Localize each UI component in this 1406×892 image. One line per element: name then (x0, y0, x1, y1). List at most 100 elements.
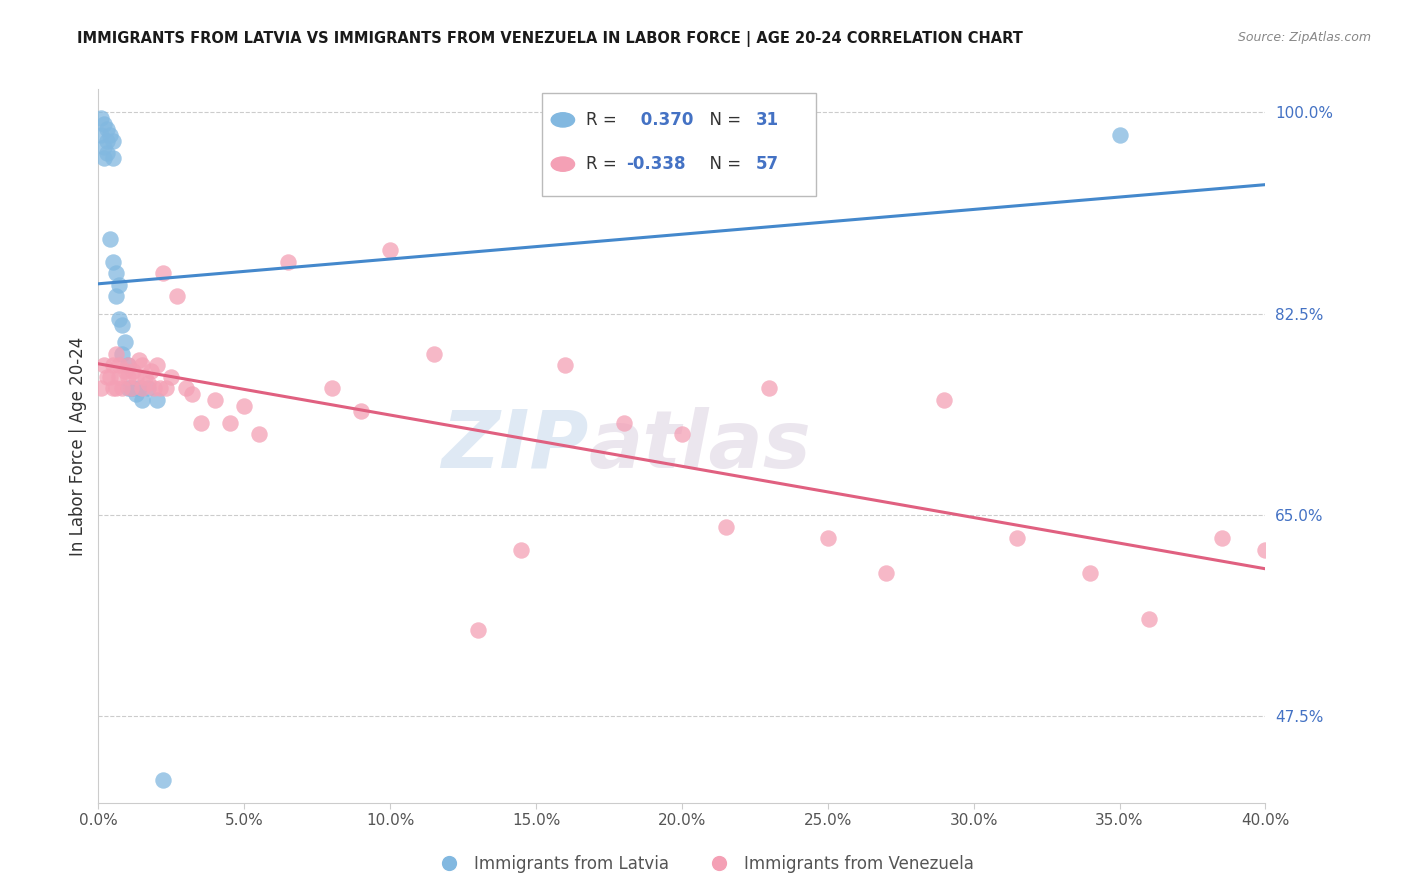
Point (117, 359, 139, 373)
Text: Source: ZipAtlas.com: Source: ZipAtlas.com (1237, 31, 1371, 45)
Point (467, 623, 489, 637)
Legend: Immigrants from Latvia, Immigrants from Venezuela: Immigrants from Latvia, Immigrants from … (426, 848, 980, 880)
Point (98, 128, 121, 143)
Text: 57: 57 (755, 155, 779, 173)
Point (120, 381, 142, 395)
Point (139, 364, 162, 378)
Point (510, 542, 533, 557)
Point (122, 364, 145, 378)
Text: 0.370: 0.370 (636, 111, 693, 128)
Point (117, 370, 139, 384)
Point (125, 370, 148, 384)
Point (104, 381, 127, 395)
Point (90, 128, 112, 143)
Point (146, 392, 169, 407)
Point (321, 381, 343, 395)
Point (93, 359, 115, 373)
Point (101, 255, 124, 269)
Point (1007, 531, 1029, 545)
Point (350, 404, 373, 418)
Point (90, 111, 112, 125)
Point (128, 381, 150, 395)
Point (111, 381, 134, 395)
Text: R =: R = (586, 111, 623, 128)
Circle shape (551, 112, 575, 127)
Point (190, 416, 212, 430)
Point (108, 359, 131, 373)
Point (817, 531, 839, 545)
Point (146, 359, 169, 373)
Point (1137, 612, 1160, 626)
Point (136, 381, 159, 395)
Point (934, 392, 956, 407)
Point (93, 151, 115, 165)
Point (174, 381, 197, 395)
Point (134, 370, 156, 384)
Point (131, 359, 153, 373)
Point (117, 381, 139, 395)
Point (98, 370, 121, 384)
Point (247, 427, 270, 442)
Point (180, 387, 202, 401)
Point (612, 416, 634, 430)
Text: IMMIGRANTS FROM LATVIA VS IMMIGRANTS FROM VENEZUELA IN LABOR FORCE | AGE 20-24 C: IMMIGRANTS FROM LATVIA VS IMMIGRANTS FRO… (77, 31, 1024, 47)
Point (554, 359, 576, 373)
Point (96, 145, 118, 160)
Point (96, 134, 118, 148)
Point (714, 519, 737, 533)
Point (108, 312, 131, 326)
Text: atlas: atlas (589, 407, 811, 485)
Point (1254, 542, 1277, 557)
Point (277, 255, 299, 269)
Point (98, 232, 121, 246)
Point (101, 151, 124, 165)
Text: N =: N = (699, 111, 747, 128)
Text: ZIP: ZIP (441, 407, 589, 485)
Point (93, 140, 115, 154)
Point (125, 387, 148, 401)
Point (380, 244, 402, 258)
Point (758, 381, 780, 395)
Point (155, 381, 177, 395)
Point (671, 427, 693, 442)
Point (114, 335, 136, 350)
Point (160, 370, 183, 384)
Point (96, 122, 118, 136)
Text: N =: N = (699, 155, 747, 173)
Circle shape (551, 157, 575, 171)
Point (204, 392, 226, 407)
Point (104, 266, 127, 280)
Point (101, 381, 124, 395)
Point (131, 392, 153, 407)
Point (152, 772, 174, 787)
Point (104, 347, 127, 361)
Point (875, 566, 897, 580)
Y-axis label: In Labor Force | Age 20-24: In Labor Force | Age 20-24 (69, 336, 87, 556)
Point (131, 381, 153, 395)
Point (111, 347, 134, 361)
Point (93, 117, 115, 131)
Point (117, 359, 139, 373)
Point (149, 381, 172, 395)
Point (108, 370, 131, 384)
Point (104, 289, 127, 303)
Point (1108, 128, 1130, 143)
Point (90, 381, 112, 395)
Point (218, 416, 240, 430)
Text: R =: R = (586, 155, 623, 173)
Point (142, 381, 165, 395)
Point (136, 376, 159, 390)
Point (152, 266, 174, 280)
Point (128, 352, 150, 367)
Point (96, 370, 118, 384)
Point (122, 381, 145, 395)
Point (233, 399, 256, 413)
Point (114, 364, 136, 378)
Point (120, 381, 142, 395)
Point (108, 277, 131, 292)
Point (1211, 531, 1233, 545)
Bar (541, 93, 815, 196)
Point (111, 318, 134, 333)
Text: 31: 31 (755, 111, 779, 128)
Point (101, 134, 124, 148)
